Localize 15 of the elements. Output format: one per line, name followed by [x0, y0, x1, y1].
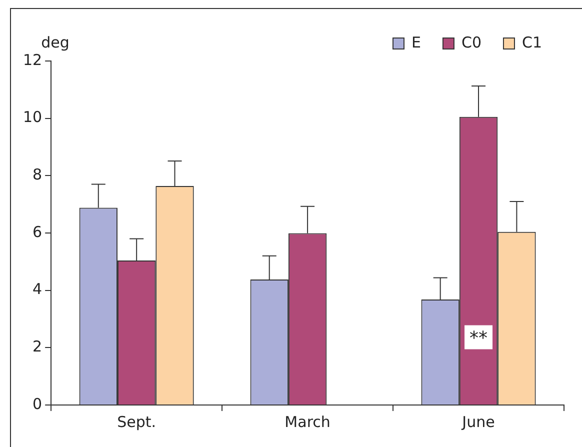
legend-label: C1 [522, 33, 542, 52]
y-axis-title: deg [41, 33, 70, 52]
annotation: ** [470, 328, 488, 349]
x-tick-label: Sept. [117, 412, 156, 431]
y-tick-label: 4 [32, 280, 42, 298]
y-tick-label: 0 [32, 394, 42, 413]
y-tick-label: 2 [32, 338, 42, 356]
y-tick-label: 6 [32, 222, 42, 241]
x-tick-label: March [284, 412, 330, 431]
x-tick-label: June [461, 412, 495, 431]
legend-label: E [411, 33, 421, 52]
y-tick-label: 8 [32, 166, 42, 184]
legend-label: C0 [461, 33, 482, 52]
y-tick-label: 10 [22, 108, 42, 126]
y-tick-label: 12 [22, 50, 42, 69]
